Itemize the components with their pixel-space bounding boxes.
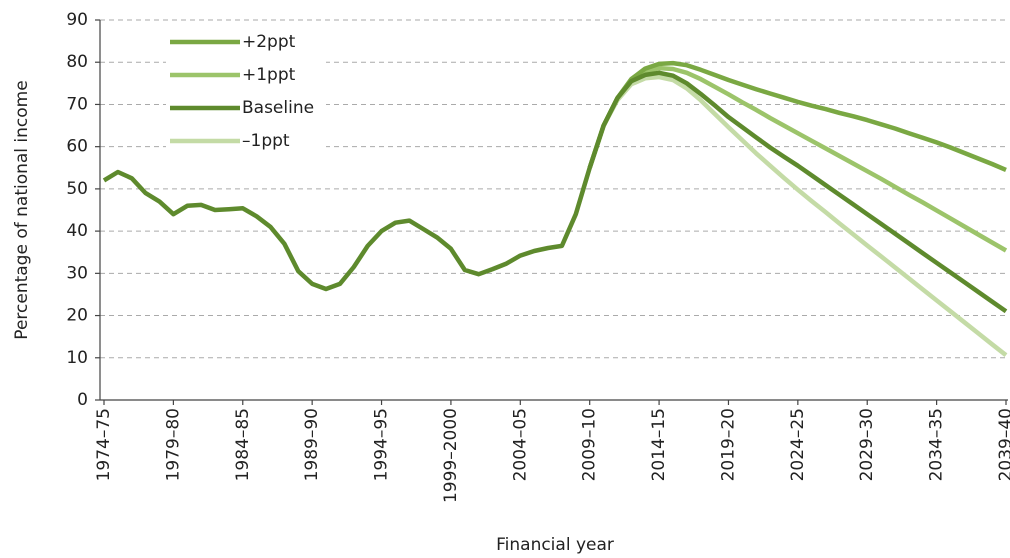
y-tick-label: 20 xyxy=(66,306,88,326)
y-tick-label: 10 xyxy=(66,348,88,368)
y-tick-label: 50 xyxy=(66,179,88,199)
y-axis-label: Percentage of national income xyxy=(12,80,32,339)
legend-background xyxy=(166,26,326,158)
x-tick-label: 2019–20 xyxy=(718,408,738,481)
series-line xyxy=(587,60,1007,172)
series-line xyxy=(102,70,1008,314)
y-tick-label: 0 xyxy=(77,390,88,410)
x-tick-label: 1974–75 xyxy=(94,408,114,481)
x-tick-label: 1994–95 xyxy=(372,408,392,481)
x-tick-label: 1984–85 xyxy=(233,408,253,481)
series-line xyxy=(587,74,1008,357)
x-tick-label: 1999–2000 xyxy=(441,408,461,503)
y-tick-label: 70 xyxy=(66,94,88,114)
y-tick-label: 90 xyxy=(66,10,88,30)
legend-label: –1ppt xyxy=(242,131,290,151)
x-tick-label: 2014–15 xyxy=(649,408,669,481)
x-tick-label: 2004–05 xyxy=(510,408,530,481)
legend-label: +1ppt xyxy=(242,65,296,85)
x-tick-label: 1979–80 xyxy=(163,408,183,481)
legend-label: Baseline xyxy=(242,98,314,118)
x-tick-label: 2029–30 xyxy=(857,408,877,481)
x-tick-label: 1989–90 xyxy=(302,408,322,481)
x-tick-label: 2024–25 xyxy=(788,408,808,481)
y-tick-label: 40 xyxy=(66,221,88,241)
x-tick-label: 2034–35 xyxy=(927,408,947,481)
y-tick-label: 60 xyxy=(66,137,88,157)
y-tick-label: 30 xyxy=(66,263,88,283)
x-tick-label: 2009–10 xyxy=(580,408,600,481)
legend-label: +2ppt xyxy=(242,32,296,52)
x-axis-label: Financial year xyxy=(496,535,614,555)
series-line xyxy=(587,65,1008,253)
y-tick-label: 80 xyxy=(66,52,88,72)
x-tick-label: 2039–40 xyxy=(996,408,1010,481)
